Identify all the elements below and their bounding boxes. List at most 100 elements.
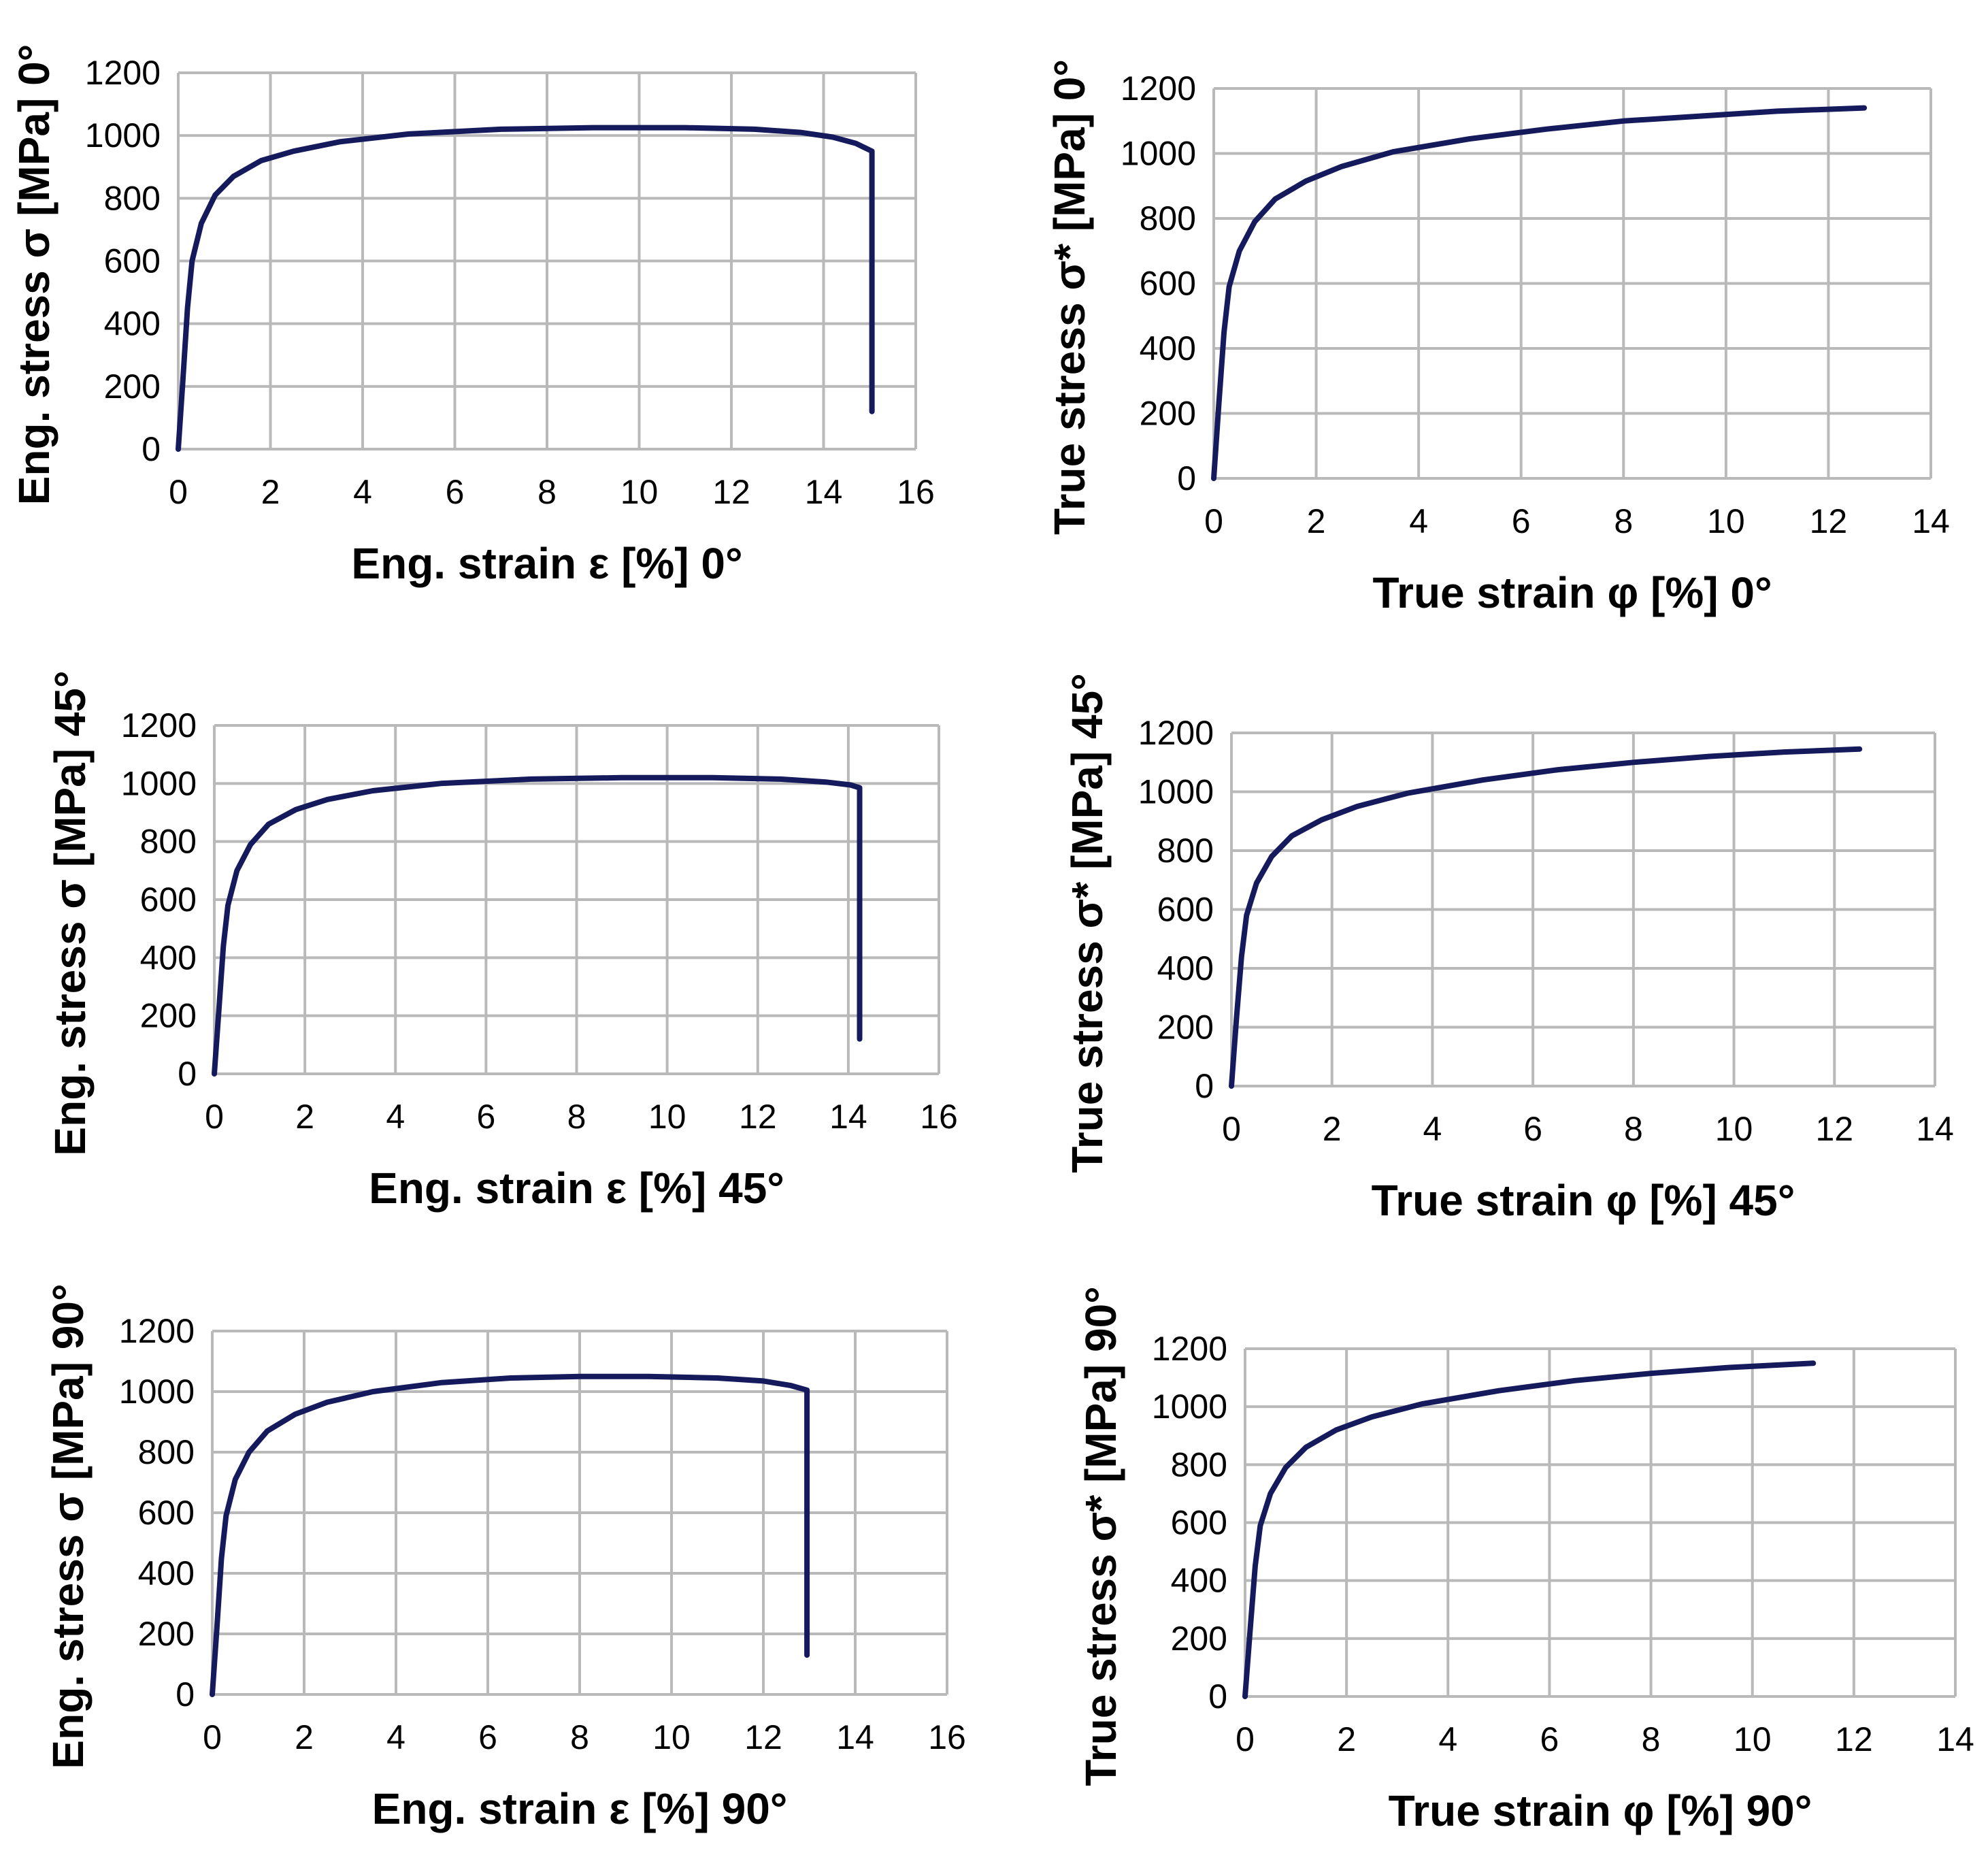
x-tick-label: 10 — [1715, 1110, 1753, 1148]
y-tick-label: 600 — [138, 1494, 195, 1532]
y-axis-label: True stress σ* [MPa] 45° — [1063, 673, 1112, 1173]
x-axis-label: True strain φ [%] 90° — [1389, 1786, 1812, 1835]
x-tick-label: 12 — [1815, 1110, 1853, 1148]
x-tick-label: 12 — [1835, 1720, 1873, 1758]
y-tick-label: 600 — [104, 242, 161, 280]
x-tick-label: 8 — [570, 1718, 589, 1756]
x-tick-label: 4 — [386, 1098, 405, 1136]
x-tick-label: 2 — [295, 1718, 314, 1756]
x-tick-label: 14 — [829, 1098, 867, 1136]
chart-eng-45: 0 2 4 6 8 10 12 14 16 0 200 400 600 800 1000 1200 Eng. s… — [46, 670, 958, 1213]
y-tick-label: 800 — [140, 823, 197, 861]
x-tick-label: 4 — [1423, 1110, 1442, 1148]
x-tick-label: 0 — [203, 1718, 222, 1756]
x-tick-label: 6 — [1523, 1110, 1542, 1148]
y-tick-label: 400 — [1157, 949, 1214, 987]
x-tick-label: 10 — [648, 1098, 686, 1136]
x-tick-label: 8 — [537, 473, 557, 511]
x-tick-label: 14 — [836, 1718, 874, 1756]
chart-true-90: 0 2 4 6 8 10 12 14 0 200 400 600 800 1000 1200 True str… — [1076, 1286, 1974, 1835]
x-tick-label: 2 — [261, 473, 280, 511]
y-tick-label: 800 — [1140, 199, 1196, 237]
y-axis-label: True stress σ* [MPa] 0° — [1045, 59, 1094, 535]
x-tick-label: 6 — [1512, 502, 1531, 540]
x-tick-label: 2 — [1323, 1110, 1342, 1148]
x-tick-label: 4 — [386, 1718, 405, 1756]
y-tick-label: 1000 — [1152, 1388, 1227, 1426]
y-axis-label: Eng. stress σ [MPa] 90° — [44, 1283, 93, 1769]
y-tick-label: 0 — [176, 1675, 195, 1713]
x-tick-label: 14 — [1936, 1720, 1974, 1758]
x-tick-label: 10 — [1707, 502, 1745, 540]
x-tick-label: 10 — [652, 1718, 691, 1756]
stress-strain-curve — [1229, 746, 1863, 1089]
y-tick-label: 0 — [1177, 459, 1196, 497]
x-tick-label: 12 — [1810, 502, 1848, 540]
y-tick-label: 1000 — [1138, 773, 1214, 811]
x-tick-label: 4 — [353, 473, 372, 511]
x-tick-label: 6 — [446, 473, 465, 511]
x-tick-label: 4 — [1409, 502, 1428, 540]
y-tick-label: 600 — [140, 881, 197, 919]
y-tick-label: 1200 — [85, 54, 161, 92]
chart-true-45: 0 2 4 6 8 10 12 14 0 200 400 600 800 1000 1200 True str… — [1063, 673, 1954, 1225]
x-axis-label: Eng. strain ε [%] 45° — [369, 1164, 784, 1213]
x-tick-label: 14 — [1912, 502, 1950, 540]
y-tick-label: 200 — [1171, 1620, 1227, 1658]
y-tick-label: 800 — [138, 1433, 195, 1471]
x-tick-label: 8 — [1642, 1720, 1661, 1758]
x-tick-label: 8 — [1624, 1110, 1643, 1148]
x-axis-label: True strain φ [%] 45° — [1372, 1176, 1795, 1225]
y-tick-label: 400 — [140, 938, 197, 977]
y-tick-label: 1200 — [119, 1312, 195, 1350]
x-tick-label: 6 — [476, 1098, 495, 1136]
stress-strain-curve — [176, 125, 875, 452]
y-tick-label: 0 — [142, 430, 161, 468]
y-tick-label: 1200 — [1152, 1330, 1227, 1368]
x-tick-label: 12 — [739, 1098, 777, 1136]
x-tick-label: 12 — [712, 473, 750, 511]
y-tick-label: 200 — [140, 997, 197, 1035]
chart-true-0: 0 2 4 6 8 10 12 14 0 200 400 600 800 1000 1200 True str… — [1045, 59, 1950, 617]
y-axis-label: Eng. stress σ [MPa] 45° — [46, 670, 95, 1155]
y-tick-label: 200 — [104, 367, 161, 406]
chart-eng-0: 0 2 4 6 8 10 12 14 16 0 200 400 600 800 1000 1200 Eng. s… — [10, 44, 935, 588]
x-axis-label: Eng. strain ε [%] 0° — [351, 539, 742, 588]
x-tick-label: 4 — [1438, 1720, 1457, 1758]
y-axis-label: Eng. stress σ [MPa] 0° — [10, 44, 59, 506]
y-tick-label: 200 — [1140, 395, 1196, 433]
grid — [1212, 87, 1932, 480]
stress-strain-curve — [212, 774, 863, 1077]
x-tick-label: 16 — [920, 1098, 958, 1136]
y-tick-label: 600 — [1140, 265, 1196, 303]
x-tick-label: 10 — [620, 473, 659, 511]
x-axis-label: True strain φ [%] 0° — [1372, 568, 1772, 617]
y-tick-label: 400 — [1171, 1562, 1227, 1600]
x-tick-label: 2 — [1307, 502, 1326, 540]
x-tick-label: 0 — [1222, 1110, 1241, 1148]
x-tick-label: 12 — [744, 1718, 782, 1756]
y-tick-label: 0 — [1195, 1067, 1214, 1105]
y-tick-label: 1200 — [121, 706, 197, 744]
grid — [1230, 732, 1936, 1087]
y-tick-label: 1200 — [1138, 714, 1214, 752]
y-tick-label: 800 — [1157, 832, 1214, 870]
y-axis-label: True stress σ* [MPa] 90° — [1076, 1286, 1125, 1786]
y-tick-label: 0 — [178, 1055, 197, 1093]
y-tick-label: 800 — [1171, 1445, 1227, 1483]
y-tick-label: 400 — [104, 305, 161, 343]
y-tick-label: 400 — [138, 1554, 195, 1592]
x-tick-label: 14 — [805, 473, 843, 511]
x-tick-label: 2 — [295, 1098, 314, 1136]
x-tick-label: 6 — [1540, 1720, 1559, 1758]
x-tick-label: 10 — [1734, 1720, 1772, 1758]
stress-strain-curve — [1211, 105, 1868, 481]
y-tick-label: 200 — [1157, 1008, 1214, 1047]
x-axis-label: Eng. strain ε [%] 90° — [372, 1784, 788, 1833]
x-tick-label: 14 — [1916, 1110, 1954, 1148]
y-tick-label: 400 — [1140, 329, 1196, 367]
y-tick-label: 200 — [138, 1615, 195, 1653]
y-tick-label: 0 — [1208, 1677, 1227, 1716]
y-tick-label: 600 — [1171, 1504, 1227, 1542]
